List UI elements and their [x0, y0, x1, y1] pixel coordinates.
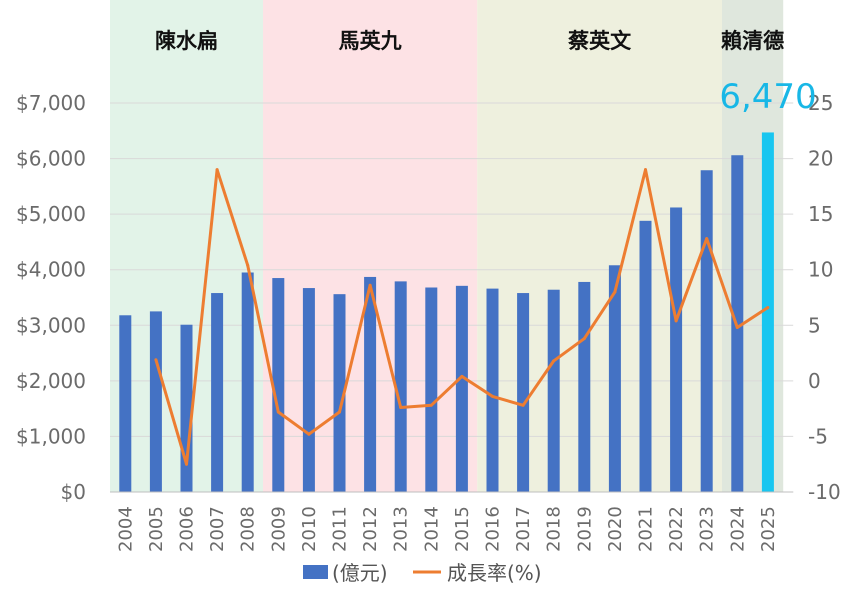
x-tick-label: 2013	[391, 506, 412, 552]
x-tick-label: 2004	[115, 506, 136, 552]
left-tick-label: $5,000	[16, 202, 86, 226]
x-tick-label: 2015	[452, 506, 473, 552]
right-tick-label: 5	[808, 313, 821, 337]
bar-2019	[578, 281, 591, 492]
x-tick-label: 2024	[727, 506, 748, 552]
growth-point-2012	[368, 283, 372, 287]
x-tick-label: 2023	[697, 506, 718, 552]
bar-2021	[639, 220, 652, 492]
bar-2015	[455, 285, 468, 492]
x-tick-label: 2005	[146, 506, 167, 552]
x-tick-label: 2014	[421, 506, 442, 552]
x-tick-label: 2012	[360, 506, 381, 552]
x-tick-label: 2017	[513, 506, 534, 552]
x-tick-label: 2020	[605, 506, 626, 552]
right-tick-label: 20	[808, 147, 833, 171]
growth-point-2014	[429, 403, 433, 407]
era-label: 賴清德	[721, 29, 784, 53]
growth-point-2020	[613, 290, 617, 294]
bar-2023	[700, 170, 713, 492]
left-tick-label: $2,000	[16, 369, 86, 393]
right-tick-label: -5	[808, 424, 828, 448]
era-bands	[110, 0, 784, 492]
era-label: 馬英九	[339, 29, 402, 53]
growth-point-2007	[215, 168, 219, 172]
left-tick-label: $0	[61, 480, 86, 504]
right-tick-label: 25	[808, 91, 833, 115]
right-tick-label: 15	[808, 202, 833, 226]
growth-point-2023	[705, 237, 709, 241]
x-tick-label: 2018	[544, 506, 565, 552]
bar-series	[119, 132, 774, 493]
left-tick-label: $4,000	[16, 258, 86, 282]
x-tick-label: 2016	[483, 506, 504, 552]
era-band	[477, 0, 722, 492]
growth-point-2013	[399, 406, 403, 410]
x-tick-label: 2008	[238, 506, 259, 552]
x-tick-label: 2019	[574, 506, 595, 552]
bar-2025	[761, 132, 774, 492]
growth-point-2015	[460, 374, 464, 378]
left-tick-label: $7,000	[16, 91, 86, 115]
era-labels: 陳水扁 馬英九 蔡英文 賴清德	[155, 29, 784, 53]
left-tick-label: $3,000	[16, 313, 86, 337]
bar-2020	[608, 265, 621, 492]
growth-point-2022	[674, 319, 678, 323]
x-tick-label: 2022	[666, 506, 687, 552]
bar-2009	[272, 278, 285, 492]
bar-2008	[241, 272, 254, 492]
left-axis: $0 $1,000 $2,000 $3,000 $4,000 $5,000 $6,000 $7…	[16, 91, 86, 504]
era-label: 陳水扁	[155, 29, 218, 53]
era-band	[722, 0, 784, 492]
left-tick-label: $6,000	[16, 147, 86, 171]
growth-point-2006	[185, 462, 188, 466]
right-tick-label: 0	[808, 369, 821, 393]
x-tick-label: 2010	[299, 506, 320, 552]
growth-point-2017	[521, 403, 525, 407]
legend-bar-label: (億元)	[332, 561, 388, 585]
growth-point-2010	[307, 432, 311, 436]
growth-point-2021	[644, 168, 647, 172]
right-axis: -10 -5 0 5 10 15 20 25	[808, 91, 841, 504]
growth-point-2024	[735, 326, 739, 330]
growth-point-2009	[276, 410, 280, 414]
growth-point-2019	[582, 337, 586, 341]
right-tick-label: 10	[808, 258, 833, 282]
x-tick-label: 2025	[758, 506, 779, 552]
bar-2007	[211, 293, 224, 492]
bar-2012	[364, 276, 377, 492]
left-tick-label: $1,000	[16, 424, 86, 448]
era-label: 蔡英文	[568, 29, 632, 53]
bar-2006	[180, 324, 193, 492]
x-tick-label: 2007	[207, 506, 228, 552]
bar-2005	[149, 311, 162, 492]
bar-2011	[333, 294, 346, 492]
bar-2010	[302, 288, 315, 492]
growth-point-2025	[766, 306, 770, 310]
bar-2018	[547, 289, 560, 492]
growth-line-series	[154, 168, 770, 466]
x-tick-label: 2011	[330, 506, 351, 552]
bar-2004	[119, 315, 132, 492]
bar-2017	[517, 293, 530, 492]
legend-line-label: 成長率(%)	[447, 561, 542, 585]
right-tick-label: -10	[808, 480, 841, 504]
bar-2022	[670, 207, 683, 492]
bar-2016	[486, 288, 499, 492]
x-axis: 2004 2005 2006 2007 2008 2009 2010 2011 2012 2013…	[110, 491, 794, 552]
growth-point-2005	[154, 358, 158, 362]
growth-point-2011	[338, 410, 341, 414]
growth-point-2018	[552, 359, 556, 363]
bar-2014	[425, 287, 438, 492]
latest-value-callout: 6,470	[719, 77, 816, 117]
growth-point-2008	[246, 263, 250, 267]
bar-2013	[394, 281, 407, 492]
legend: (億元) 成長率(%)	[303, 561, 542, 585]
legend-bar-swatch	[303, 565, 328, 579]
x-tick-label: 2021	[636, 506, 657, 552]
x-tick-label: 2006	[177, 506, 198, 552]
growth-point-2016	[491, 394, 494, 398]
x-tick-label: 2009	[268, 506, 289, 552]
